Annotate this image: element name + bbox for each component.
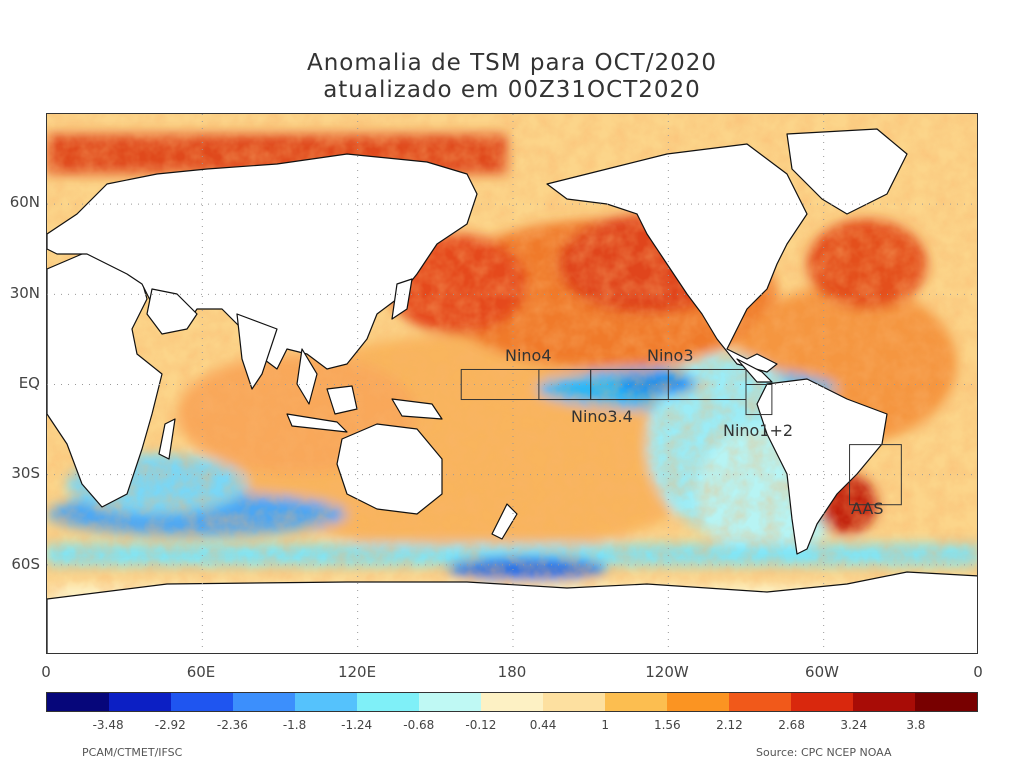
colorbar-swatch	[543, 693, 605, 711]
lon-label-120e: 120E	[337, 663, 377, 681]
colorbar-swatch	[605, 693, 667, 711]
chart-subtitle: atualizado em 00Z31OCT2020	[323, 77, 701, 103]
colorbar-swatch	[233, 693, 295, 711]
region-label-nino34: Nino3.4	[571, 407, 633, 426]
lat-label-60s: 60S	[11, 555, 40, 573]
colorbar-swatch	[295, 693, 357, 711]
lat-label-60n: 60N	[9, 193, 40, 211]
lat-label-eq: EQ	[18, 374, 40, 392]
lon-label-60e: 60E	[186, 663, 216, 681]
credit-right: Source: CPC NCEP NOAA	[756, 746, 892, 759]
colorbar-swatch	[171, 693, 233, 711]
lon-label-0: 0	[41, 663, 51, 681]
colorbar-swatch	[729, 693, 791, 711]
colorbar-tick-label: -2.36	[216, 718, 248, 732]
colorbar-tick-label: -0.12	[465, 718, 497, 732]
credit-left: PCAM/CTMET/IFSC	[82, 746, 183, 759]
colorbar-tick-label: 2.68	[778, 718, 805, 732]
region-boxes	[460, 368, 902, 506]
colorbar	[46, 692, 978, 712]
colorbar-tick-label: 3.24	[840, 718, 868, 732]
lon-label-0-right: 0	[973, 663, 983, 681]
colorbar-tick-label: -1.24	[341, 718, 373, 732]
chart-title: Anomalia de TSM para OCT/2020	[307, 50, 717, 76]
colorbar-tick-label: 1	[601, 718, 609, 732]
colorbar-swatch	[47, 693, 109, 711]
colorbar-swatch	[915, 693, 977, 711]
colorbar-swatch	[419, 693, 481, 711]
lon-label-180: 180	[497, 663, 527, 681]
region-label-nino12: Nino1+2	[723, 421, 793, 440]
colorbar-tick-label: 3.8	[906, 718, 926, 732]
colorbar-tick-label: 1.56	[653, 718, 681, 732]
region-box-nino12	[745, 384, 773, 416]
sst-anomaly-map: Nino4 Nino3.4 Nino3 Nino1+2 AAS	[46, 113, 978, 654]
lon-label-120w: 120W	[645, 663, 689, 681]
colorbar-tick-label: 0.44	[529, 718, 557, 732]
land	[47, 128, 977, 653]
map-canvas: Nino4 Nino3.4 Nino3 Nino1+2 AAS	[47, 114, 977, 653]
colorbar-swatch	[791, 693, 853, 711]
colorbar-swatch	[853, 693, 915, 711]
region-label-nino3: Nino3	[647, 346, 694, 365]
colorbar-tick-label: -0.68	[403, 718, 435, 732]
lat-label-30n: 30N	[9, 284, 40, 302]
colorbar-swatch	[357, 693, 419, 711]
colorbar-tick-label: -3.48	[92, 718, 124, 732]
region-box-aas	[849, 444, 902, 506]
region-label-nino4: Nino4	[505, 346, 552, 365]
colorbar-swatch	[481, 693, 543, 711]
colorbar-tick-label: -1.8	[282, 718, 307, 732]
colorbar-swatch	[667, 693, 729, 711]
lon-label-60w: 60W	[805, 663, 839, 681]
region-label-aas: AAS	[851, 499, 884, 518]
lat-label-30s: 30S	[11, 464, 40, 482]
colorbar-tick-label: -2.92	[154, 718, 186, 732]
colorbar-swatch	[109, 693, 171, 711]
colorbar-tick-label: 2.12	[716, 718, 743, 732]
